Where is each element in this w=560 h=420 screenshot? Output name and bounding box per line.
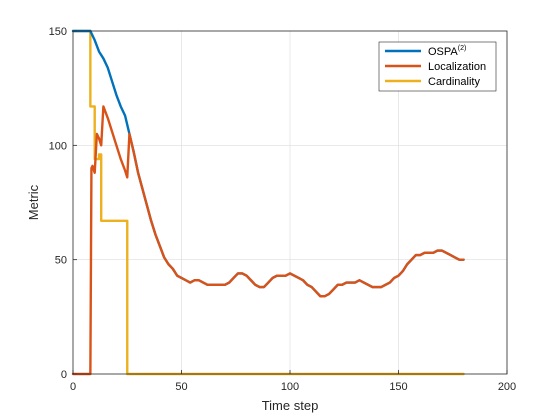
y-tick-label: 50 [55, 255, 67, 267]
x-tick-label: 50 [175, 381, 187, 393]
series-line-cardinality [71, 29, 465, 376]
y-axis-label: Metric [26, 184, 41, 220]
series-line-localization [71, 105, 465, 376]
series-lines [71, 29, 465, 376]
legend: OSPA(2) Localization Cardinality [378, 41, 497, 92]
x-axis-label: Time step [262, 398, 319, 413]
x-tick-label: 150 [389, 381, 407, 393]
y-tick-label: 0 [61, 369, 67, 381]
legend-label-ospa: OSPA(2) [428, 45, 466, 58]
x-tick-label: 100 [281, 381, 299, 393]
legend-label-ospa-superscript: (2) [458, 45, 467, 52]
legend-label-ospa-main: OSPA [428, 46, 458, 58]
axis-ticks: 0 50 100 150 200 0 50 100 150 [49, 26, 517, 393]
legend-label-cardinality: Cardinality [428, 76, 480, 88]
x-tick-label: 0 [70, 381, 76, 393]
y-tick-label: 100 [49, 140, 67, 152]
legend-label-localization: Localization [428, 61, 486, 73]
x-tick-label: 200 [498, 381, 516, 393]
y-tick-label: 150 [49, 26, 67, 38]
